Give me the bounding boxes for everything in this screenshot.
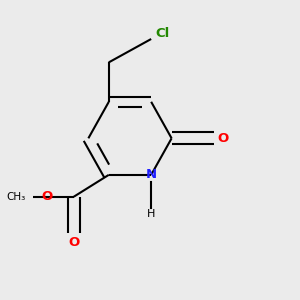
Text: O: O [42,190,53,203]
Text: O: O [217,132,228,145]
Text: O: O [68,236,80,248]
Text: CH₃: CH₃ [6,192,26,202]
Text: Cl: Cl [156,27,170,40]
Text: H: H [147,209,155,219]
Text: N: N [146,168,157,181]
